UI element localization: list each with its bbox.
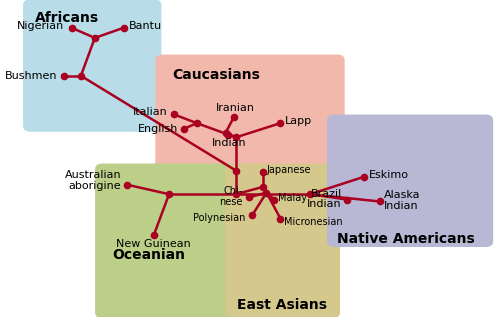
Text: New Guinean: New Guinean <box>116 239 191 249</box>
Text: Oceanian: Oceanian <box>112 248 185 262</box>
Text: Caucasians: Caucasians <box>172 68 260 82</box>
Text: Polynesian: Polynesian <box>193 213 245 223</box>
Text: Bantu: Bantu <box>129 21 162 31</box>
Text: English: English <box>138 124 178 134</box>
FancyBboxPatch shape <box>156 55 344 205</box>
Text: Native Americans: Native Americans <box>337 232 475 246</box>
Text: East Asians: East Asians <box>238 298 328 313</box>
FancyBboxPatch shape <box>226 164 340 317</box>
Text: Lapp: Lapp <box>285 116 312 126</box>
Text: Brazil
Indian: Brazil Indian <box>307 189 342 209</box>
Text: Africans: Africans <box>34 11 98 25</box>
Text: Italian: Italian <box>133 107 168 117</box>
Text: Eskimo: Eskimo <box>368 170 408 180</box>
Text: Malay: Malay <box>278 193 306 203</box>
Text: Japanese: Japanese <box>266 165 311 175</box>
FancyBboxPatch shape <box>328 115 492 246</box>
FancyBboxPatch shape <box>96 164 238 317</box>
Text: Indian: Indian <box>212 138 246 148</box>
Text: Micronesian: Micronesian <box>284 217 343 227</box>
Text: Chi-
nese: Chi- nese <box>219 186 242 207</box>
Text: Australian
aborigine: Australian aborigine <box>64 170 122 191</box>
Text: Bushmen: Bushmen <box>5 71 58 81</box>
Text: Iranian: Iranian <box>216 103 256 113</box>
Text: Nigerian: Nigerian <box>17 21 64 31</box>
FancyBboxPatch shape <box>24 0 160 131</box>
Text: Alaska
Indian: Alaska Indian <box>384 190 421 211</box>
